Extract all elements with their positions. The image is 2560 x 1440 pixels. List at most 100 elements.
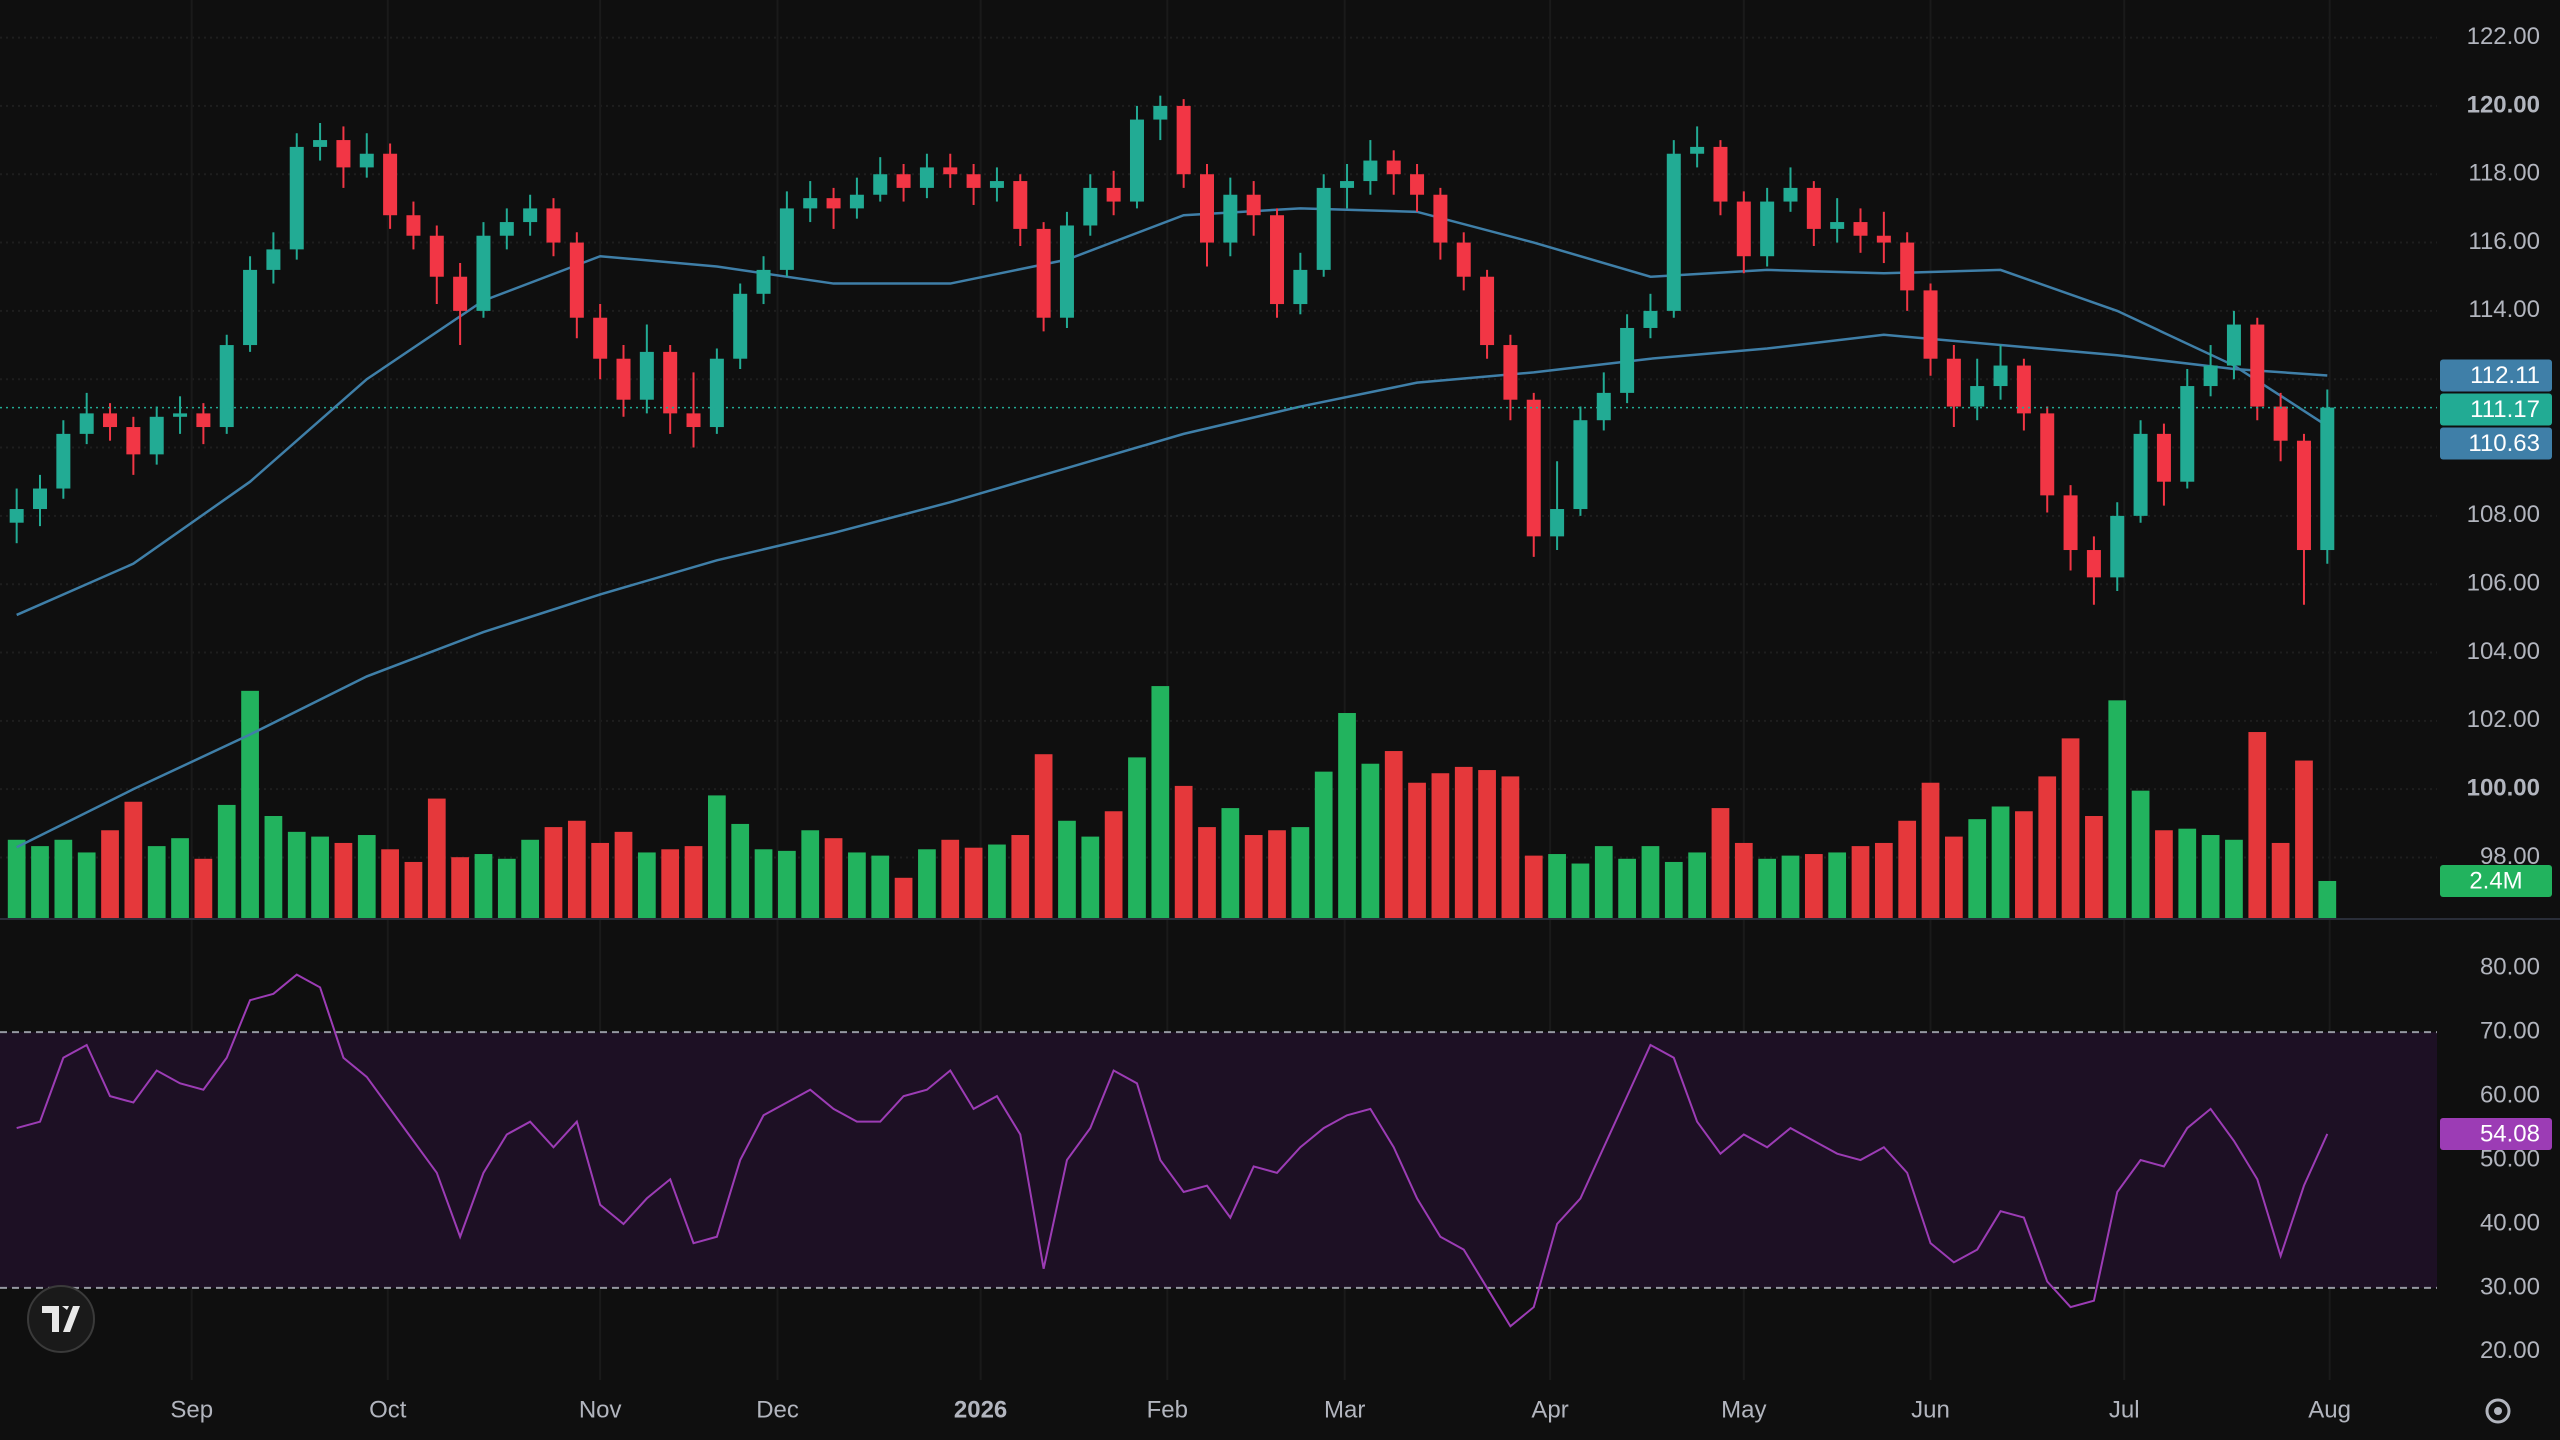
candle-body bbox=[1736, 201, 1751, 257]
x-tick-label: Jul bbox=[2109, 1396, 2140, 1423]
candle-body bbox=[126, 427, 141, 455]
candle-body bbox=[523, 208, 538, 223]
candle-body bbox=[709, 358, 724, 428]
volume-bar bbox=[2085, 816, 2103, 919]
settings-button[interactable] bbox=[2485, 1398, 2511, 1424]
candle-body bbox=[1456, 242, 1471, 277]
candle-body bbox=[1596, 392, 1611, 421]
x-tick-label: Dec bbox=[756, 1396, 799, 1423]
candle-body bbox=[2040, 413, 2055, 496]
volume-bar bbox=[1408, 782, 1426, 919]
rsi-badge bbox=[2440, 1117, 2552, 1150]
volume-bar bbox=[1431, 773, 1450, 919]
volume-bar bbox=[1081, 836, 1100, 919]
moving-average-line bbox=[16, 333, 2328, 849]
candle-body bbox=[1830, 222, 1845, 229]
settings-gear-hub[interactable] bbox=[2494, 1407, 2502, 1415]
candle-body bbox=[2133, 433, 2148, 516]
x-tick-label: 2026 bbox=[954, 1396, 1007, 1423]
moving-average-layer bbox=[16, 207, 2328, 849]
moving-average-line bbox=[16, 207, 2328, 617]
volume-bar bbox=[591, 842, 610, 919]
logo-glyph[interactable] bbox=[42, 1306, 80, 1332]
logo-circle[interactable] bbox=[27, 1285, 95, 1353]
candle-body bbox=[1363, 160, 1378, 182]
candle-body bbox=[989, 181, 1004, 188]
rsi-tick-label: 60.00 bbox=[2480, 1081, 2540, 1108]
volume-bar bbox=[31, 846, 49, 919]
candle-body bbox=[1433, 194, 1448, 243]
price-badge bbox=[2440, 427, 2552, 460]
rsi-tick-label: 40.00 bbox=[2480, 1209, 2540, 1236]
settings-gear[interactable] bbox=[2485, 1398, 2511, 1424]
candle-body bbox=[849, 194, 864, 209]
candle-body bbox=[56, 433, 71, 489]
volume-bar bbox=[1244, 835, 1263, 919]
volume-bar bbox=[1268, 830, 1286, 919]
volume-badge bbox=[2440, 864, 2552, 897]
volume-bar bbox=[684, 846, 703, 919]
volume-bar bbox=[754, 849, 773, 919]
volume-bar bbox=[614, 831, 633, 919]
volume-bar bbox=[451, 857, 469, 919]
price-badge-label: 112.11 bbox=[2470, 362, 2540, 389]
candle-body bbox=[1293, 269, 1308, 305]
y-tick-label: 108.00 bbox=[2467, 501, 2540, 528]
candle-body bbox=[1480, 276, 1495, 346]
volume-bar bbox=[1128, 757, 1146, 919]
volume-bar bbox=[1104, 811, 1123, 919]
volume-bar bbox=[521, 839, 540, 919]
candle-body bbox=[476, 235, 491, 311]
volume-bar bbox=[2131, 790, 2150, 919]
candle-body bbox=[1713, 146, 1728, 202]
candle-body bbox=[2110, 515, 2125, 578]
candle-body bbox=[2063, 495, 2078, 551]
price-badge bbox=[2440, 359, 2552, 392]
volume-bar bbox=[1501, 776, 1520, 919]
candle-body bbox=[663, 351, 678, 414]
volume-bar bbox=[1711, 808, 1730, 919]
volume-bar bbox=[334, 842, 353, 919]
rsi-tick-label: 30.00 bbox=[2480, 1273, 2540, 1300]
volume-bar bbox=[1174, 785, 1193, 919]
x-tick-label: Feb bbox=[1147, 1396, 1188, 1423]
volume-bar bbox=[1804, 854, 1823, 919]
volume-bar bbox=[2201, 835, 2220, 919]
candle-body bbox=[383, 153, 398, 216]
candle-body bbox=[1620, 327, 1635, 393]
candle-body bbox=[686, 413, 701, 428]
candle-body bbox=[79, 413, 94, 434]
volume-bar bbox=[77, 852, 96, 919]
volume-bar bbox=[427, 798, 446, 919]
volume-bar bbox=[1968, 819, 1987, 919]
candle-body bbox=[266, 249, 281, 270]
candle-body bbox=[873, 174, 888, 195]
price-badge-label: 111.17 bbox=[2470, 396, 2540, 423]
volume-bar bbox=[2248, 732, 2267, 919]
volume-bar bbox=[357, 835, 376, 919]
logo[interactable] bbox=[27, 1285, 95, 1353]
candle-body bbox=[499, 222, 514, 236]
candle-body bbox=[219, 345, 234, 428]
volume-bar bbox=[567, 820, 586, 919]
rsi-line bbox=[16, 973, 2329, 1328]
candle-body bbox=[406, 215, 421, 236]
y-tick-label: 122.00 bbox=[2467, 23, 2540, 50]
candle-body bbox=[733, 293, 748, 359]
candle-body bbox=[196, 413, 211, 428]
volume-bar bbox=[1991, 806, 2010, 919]
volume-bar bbox=[1058, 820, 1076, 919]
candle-body bbox=[1783, 187, 1798, 202]
volume-bar bbox=[1571, 863, 1590, 919]
candle-body bbox=[1503, 345, 1518, 400]
volume-bar bbox=[474, 854, 493, 919]
volume-bar bbox=[1151, 686, 1170, 919]
volume-bar bbox=[2225, 839, 2243, 919]
volume-bar bbox=[1944, 836, 1963, 919]
volume-bar bbox=[1594, 846, 1613, 919]
volume-bar bbox=[1641, 846, 1660, 919]
candle-body bbox=[639, 351, 654, 400]
volume-bar bbox=[497, 858, 516, 919]
y-tick-label: 118.00 bbox=[2468, 160, 2540, 187]
rsi-tick-label: 70.00 bbox=[2480, 1018, 2540, 1045]
